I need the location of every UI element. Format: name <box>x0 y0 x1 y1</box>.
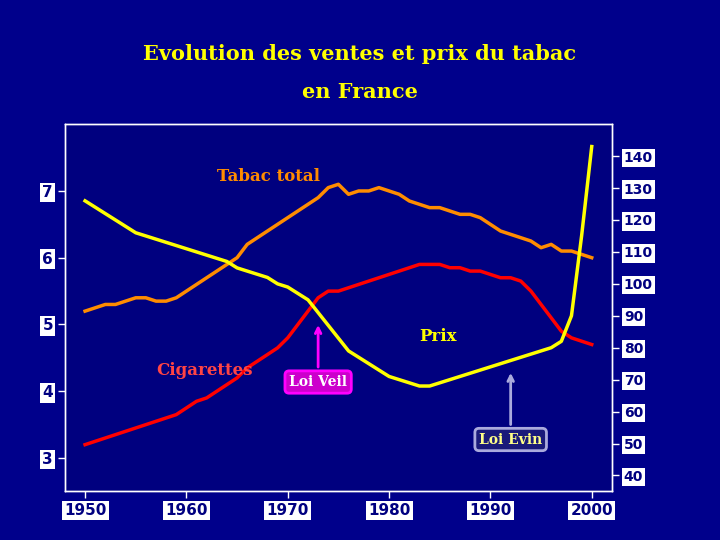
Text: Tabac total: Tabac total <box>217 168 320 185</box>
Text: Prix: Prix <box>420 328 457 345</box>
Text: Evolution des ventes et prix du tabac: Evolution des ventes et prix du tabac <box>143 44 577 64</box>
Text: Loi Evin: Loi Evin <box>479 376 542 447</box>
Text: Loi Veil: Loi Veil <box>289 328 347 389</box>
Text: en France: en France <box>302 82 418 102</box>
Text: Cigarettes: Cigarettes <box>156 362 253 379</box>
